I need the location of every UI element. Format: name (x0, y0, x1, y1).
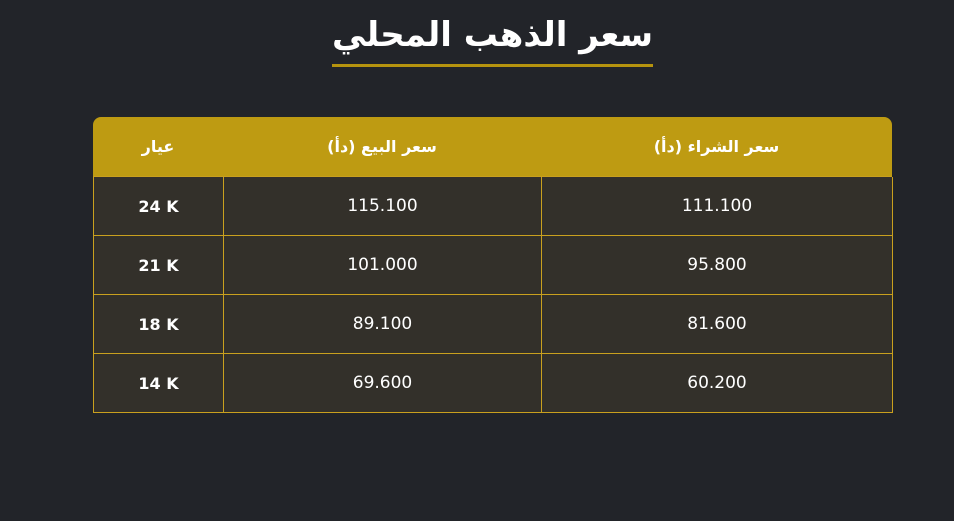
buy-price-cell: 95.800 (542, 236, 893, 296)
column-header-sell-price: سعر البيع (دأ) (327, 137, 437, 157)
table-row: 14 K 69.600 60.200 (94, 354, 893, 414)
table-row: 18 K 89.100 81.600 (94, 295, 893, 355)
sell-price-cell: 101.000 (224, 236, 542, 296)
sell-price-cell: 115.100 (224, 177, 542, 237)
sell-price-cell: 69.600 (224, 354, 542, 414)
table-row: 24 K 115.100 111.100 (94, 177, 893, 237)
gold-price-table: عيار سعر البيع (دأ) سعر الشراء (دأ) 24 K… (93, 117, 893, 414)
gold-price-section: سعر الذهب المحلي عيار سعر البيع (دأ) سعر… (93, 0, 893, 414)
karat-cell: 21 K (94, 236, 224, 296)
buy-price-cell: 60.200 (542, 354, 893, 414)
table-header-row: عيار سعر البيع (دأ) سعر الشراء (دأ) (93, 117, 892, 177)
karat-cell: 24 K (94, 177, 224, 237)
column-header-buy-price: سعر الشراء (دأ) (653, 137, 780, 157)
column-header-karat: عيار (141, 137, 175, 157)
buy-price-cell: 111.100 (542, 177, 893, 237)
table-body: 24 K 115.100 111.100 21 K 101.000 95.800… (93, 176, 893, 414)
karat-cell: 18 K (94, 295, 224, 355)
page-title: سعر الذهب المحلي (331, 13, 654, 68)
table-row: 21 K 101.000 95.800 (94, 236, 893, 296)
karat-cell: 14 K (94, 354, 224, 414)
buy-price-cell: 81.600 (542, 295, 893, 355)
sell-price-cell: 89.100 (224, 295, 542, 355)
